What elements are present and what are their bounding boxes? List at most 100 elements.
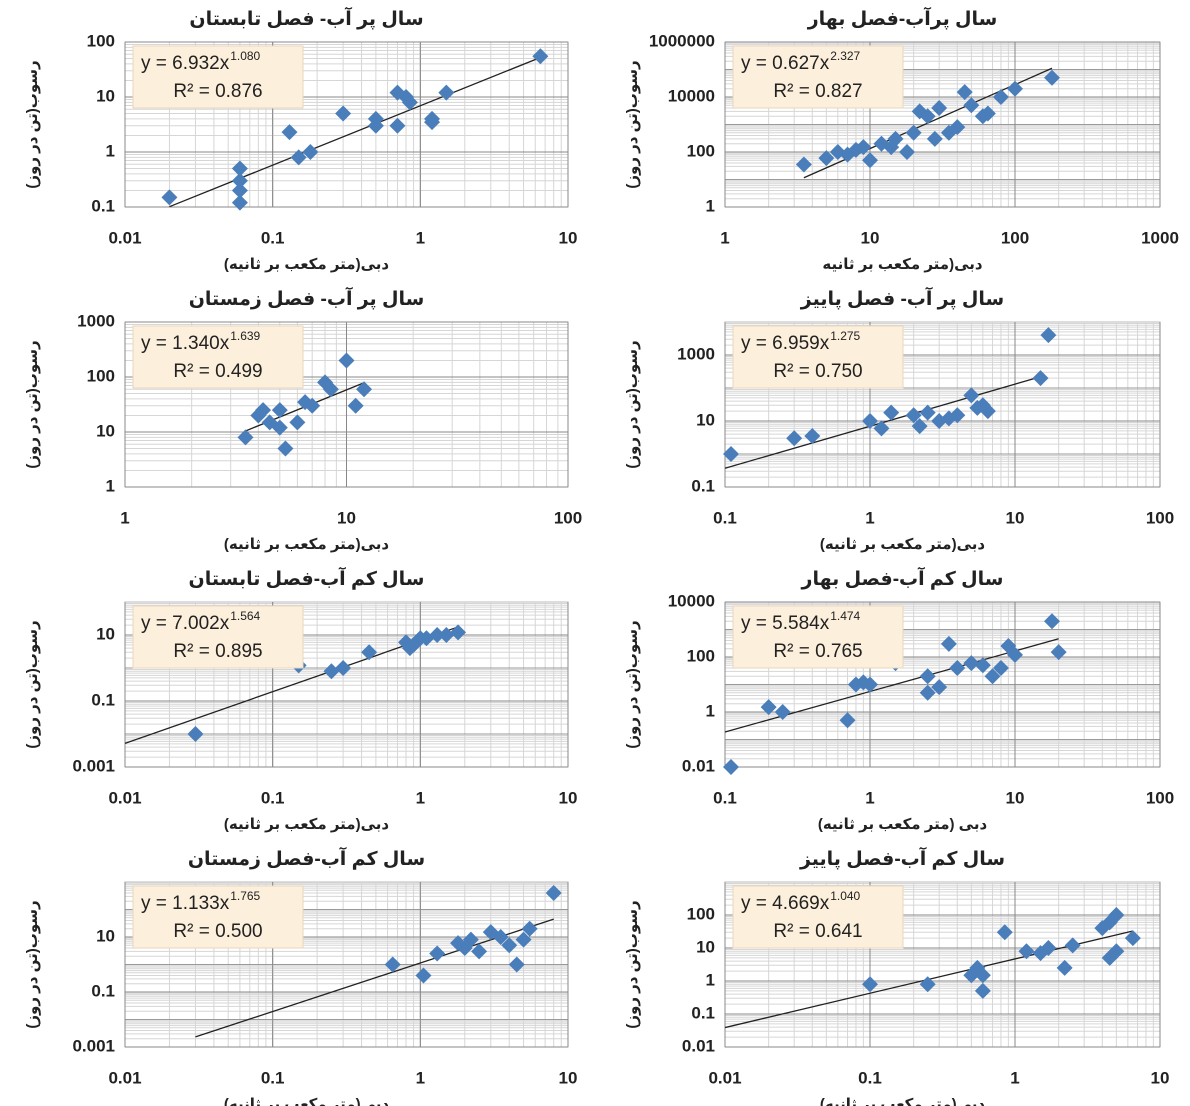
- data-point: [963, 655, 980, 672]
- equation-exponent: 1.765: [230, 889, 260, 903]
- data-point: [979, 105, 996, 122]
- data-point: [361, 644, 378, 661]
- y-tick-label: 1: [106, 141, 115, 160]
- data-point: [862, 976, 878, 993]
- data-point: [335, 660, 352, 676]
- data-point: [905, 124, 922, 141]
- data-point: [984, 668, 1001, 685]
- chart-title: سال کم آب-فصل زمستان: [188, 846, 425, 870]
- y-axis-label: رسوب(تن در روز): [24, 60, 41, 188]
- y-tick-label: 10: [96, 926, 115, 945]
- x-tick-label: 100: [554, 508, 582, 527]
- x-axis-label: دبی(متر مکعب بر ثانیه): [820, 536, 985, 553]
- chart-title: سال پر آب- فصل زمستان: [189, 286, 425, 310]
- x-tick-label: 10: [559, 228, 578, 247]
- data-point: [338, 352, 355, 369]
- data-point: [1044, 69, 1061, 86]
- equation-exponent: 1.080: [230, 49, 260, 63]
- x-tick-label: 0.1: [713, 788, 737, 807]
- data-point: [304, 397, 321, 414]
- equation-box: [132, 605, 304, 669]
- data-point: [415, 967, 432, 984]
- data-point: [919, 684, 936, 701]
- data-point: [931, 99, 948, 116]
- data-point: [979, 403, 996, 420]
- data-point: [401, 94, 418, 111]
- data-point: [289, 414, 306, 431]
- data-point: [161, 189, 178, 206]
- y-tick-label: 10: [696, 410, 715, 429]
- data-point: [919, 108, 936, 125]
- data-point: [1018, 943, 1035, 960]
- r-squared: R² = 0.827: [773, 81, 862, 102]
- equation-box: [732, 605, 904, 669]
- data-point: [855, 139, 872, 156]
- data-point: [839, 712, 856, 729]
- data-point: [462, 931, 479, 948]
- data-point: [1032, 370, 1049, 387]
- r-squared: R² = 0.500: [173, 921, 262, 942]
- x-tick-label: 100: [1146, 508, 1174, 527]
- x-axis-label: دبی (متر مکعب بر ثانیه): [818, 816, 988, 833]
- equation-exponent: 1.639: [230, 329, 260, 343]
- equation-box: [732, 45, 904, 109]
- x-tick-label: 0.01: [708, 1068, 741, 1087]
- data-point: [281, 124, 298, 141]
- x-tick-label: 1: [416, 1068, 425, 1087]
- equation: y = 5.584x: [741, 613, 830, 634]
- x-tick-label: 0.1: [261, 228, 285, 247]
- y-tick-label: 0.01: [682, 1036, 715, 1055]
- data-point: [818, 150, 835, 167]
- y-tick-label: 1: [706, 196, 715, 215]
- data-point: [883, 404, 900, 421]
- data-point: [996, 924, 1013, 941]
- data-point: [515, 931, 532, 948]
- data-point: [231, 182, 248, 199]
- y-tick-label: 1: [706, 701, 715, 720]
- data-point: [356, 381, 373, 398]
- data-point: [974, 982, 991, 999]
- x-tick-label: 0.1: [713, 508, 737, 527]
- equation: y = 6.932x: [141, 53, 230, 74]
- data-point: [1040, 327, 1057, 344]
- equation-box: [732, 885, 904, 949]
- x-tick-label: 1: [120, 508, 129, 527]
- data-point: [532, 48, 549, 65]
- data-point: [545, 884, 562, 901]
- data-point: [723, 446, 740, 462]
- x-tick-label: 10: [1006, 788, 1025, 807]
- data-point: [231, 194, 248, 211]
- data-point: [347, 397, 364, 414]
- equation: y = 7.002x: [141, 613, 230, 634]
- data-point: [1108, 907, 1125, 923]
- x-tick-label: 1000: [1141, 228, 1179, 247]
- data-point: [974, 967, 991, 984]
- y-axis-label: رسوب(تن در روز): [624, 900, 641, 1028]
- data-point: [1056, 959, 1073, 976]
- x-axis-label: دبی(متر مکعب بر ثانیه): [820, 1096, 985, 1106]
- data-point: [501, 937, 518, 954]
- data-point: [760, 699, 777, 716]
- y-tick-label: 0.001: [72, 1036, 115, 1055]
- data-point: [956, 84, 973, 101]
- y-tick-label: 100: [687, 904, 715, 923]
- data-point: [277, 440, 294, 457]
- x-tick-label: 0.1: [858, 1068, 882, 1087]
- x-tick-label: 1: [416, 228, 425, 247]
- equation-box: [132, 45, 304, 109]
- x-tick-label: 10: [559, 788, 578, 807]
- x-tick-label: 10: [1151, 1068, 1170, 1087]
- data-point: [919, 404, 936, 421]
- data-point: [1124, 930, 1141, 947]
- y-tick-label: 10: [696, 937, 715, 956]
- x-tick-label: 10: [1006, 508, 1025, 527]
- data-point: [804, 428, 821, 445]
- data-point: [862, 676, 878, 693]
- equation: y = 1.133x: [141, 893, 230, 914]
- data-point: [911, 418, 928, 435]
- data-point: [1040, 940, 1057, 956]
- data-point: [471, 943, 488, 960]
- data-point: [429, 945, 446, 962]
- x-tick-label: 1: [865, 508, 874, 527]
- y-tick-label: 1000: [77, 311, 115, 330]
